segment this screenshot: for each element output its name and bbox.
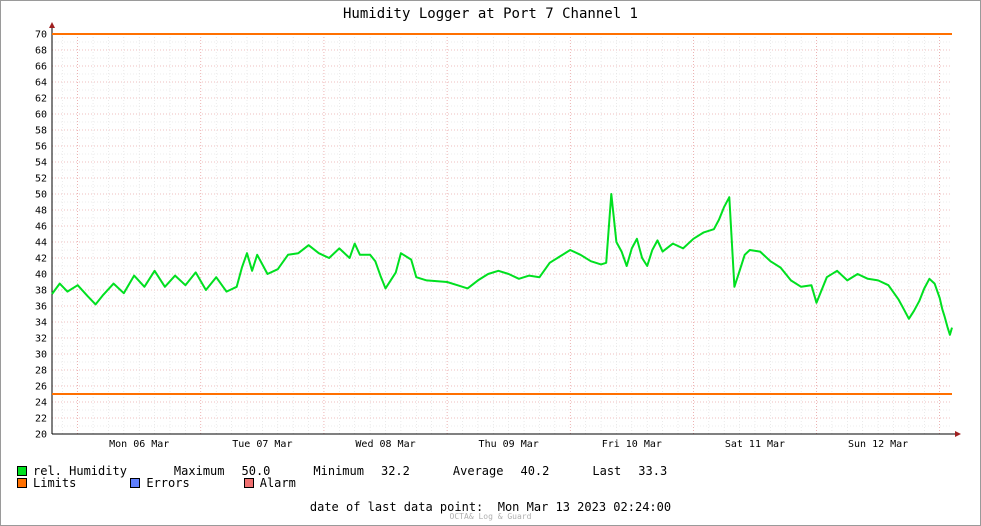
x-tick-label: Fri 10 Mar	[602, 439, 662, 450]
last-value: 33.3	[638, 464, 668, 478]
average-label: Average	[452, 464, 504, 478]
y-tick-label: 62	[35, 94, 47, 105]
x-tick-label: Thu 09 Mar	[479, 439, 539, 450]
x-tick-label: Sat 11 Mar	[725, 439, 785, 450]
y-tick-label: 46	[35, 222, 47, 233]
minimum-value: 32.2	[380, 464, 410, 478]
y-tick-label: 20	[35, 430, 47, 441]
y-tick-label: 34	[35, 318, 47, 329]
x-tick-label: Mon 06 Mar	[109, 439, 169, 450]
legend-errors-label: Errors	[146, 476, 190, 490]
y-tick-label: 68	[35, 46, 47, 57]
credit-watermark: OCTA& Log & Guard	[449, 512, 532, 521]
y-tick-label: 64	[35, 78, 47, 89]
minimum-label: Minimum	[313, 464, 364, 478]
y-tick-label: 38	[35, 286, 47, 297]
legend-stats-row: rel. Humidity Maximum 50.0 Minimum 32.2 …	[17, 464, 667, 478]
alarm-swatch	[243, 478, 254, 488]
limits-swatch	[17, 478, 27, 488]
y-tick-label: 56	[35, 142, 47, 153]
y-tick-label: 36	[35, 302, 47, 313]
y-tick-label: 48	[35, 206, 47, 217]
y-tick-label: 26	[35, 382, 47, 393]
chart-title: Humidity Logger at Port 7 Channel 1	[342, 6, 638, 22]
x-tick-label: Wed 08 Mar	[355, 439, 415, 450]
average-value: 40.2	[520, 464, 550, 478]
humidity-series-line	[51, 193, 953, 336]
y-tick-label: 42	[35, 254, 47, 265]
y-tick-label: 28	[35, 366, 47, 377]
y-tick-label: 50	[35, 190, 47, 201]
y-tick-label: 52	[35, 174, 47, 185]
last-label: Last	[592, 464, 622, 478]
errors-swatch	[130, 478, 141, 488]
maximum-value: 50.0	[241, 464, 271, 478]
y-tick-label: 54	[35, 158, 47, 169]
y-tick-label: 58	[35, 126, 47, 137]
legend-row-2: Limits Errors Alarm	[17, 476, 296, 490]
x-tick-label: Tue 07 Mar	[232, 439, 292, 450]
y-tick-label: 40	[35, 270, 47, 281]
y-tick-label: 66	[35, 62, 47, 73]
x-axis-arrow	[955, 431, 961, 437]
humidity-swatch	[17, 466, 27, 476]
y-tick-label: 60	[35, 110, 47, 121]
y-tick-label: 32	[35, 334, 47, 345]
x-tick-label: Sun 12 Mar	[848, 439, 908, 450]
y-tick-label: 24	[35, 398, 47, 409]
legend-humidity-label: rel. Humidity	[33, 464, 127, 478]
last-data-point: date of last data point: Mon Mar 13 2023…	[309, 500, 672, 514]
y-tick-label: 44	[35, 238, 47, 249]
y-tick-label: 22	[35, 414, 47, 425]
y-axis-arrow	[49, 22, 55, 28]
maximum-label: Maximum	[173, 464, 225, 478]
legend-alarm-label: Alarm	[259, 476, 296, 490]
legend-limits-label: Limits	[33, 476, 77, 490]
y-tick-label: 30	[35, 350, 47, 361]
y-tick-label: 70	[35, 30, 47, 41]
